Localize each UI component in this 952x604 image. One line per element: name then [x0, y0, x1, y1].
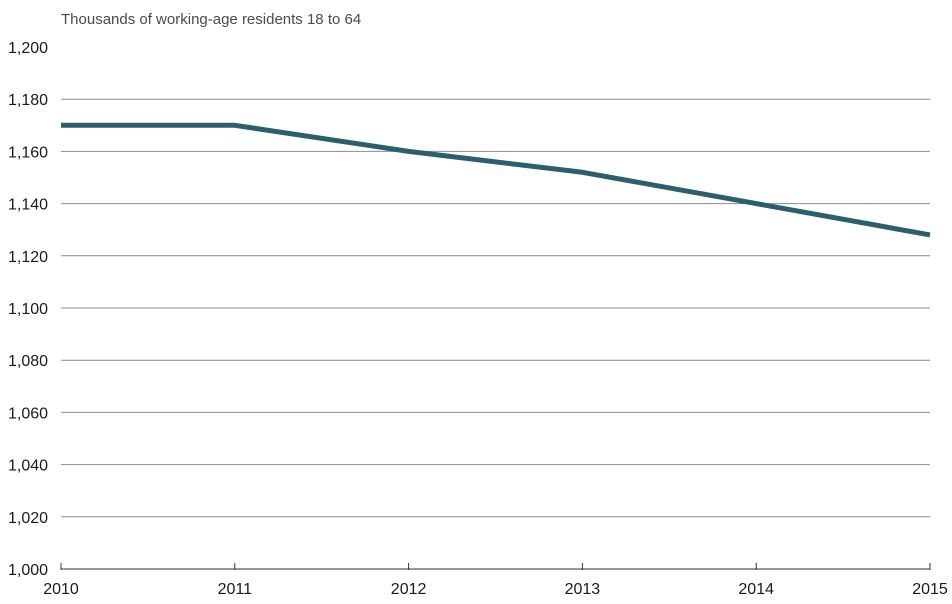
- y-tick-label: 1,020: [8, 510, 48, 527]
- y-tick-label: 1,100: [8, 301, 48, 318]
- y-tick-label: 1,200: [8, 40, 48, 57]
- y-tick-label: 1,140: [8, 197, 48, 214]
- grid-lines: [61, 98, 930, 518]
- y-tick-label: 1,120: [8, 249, 48, 266]
- y-tick-label: 1,080: [8, 353, 48, 370]
- series-layer: [60, 122, 931, 238]
- chart-title: Thousands of working-age residents 18 to…: [61, 11, 361, 28]
- y-tick-label: 1,060: [8, 405, 48, 422]
- y-tick-label: 1,040: [8, 458, 48, 475]
- x-tick-label: 2011: [218, 581, 253, 598]
- x-axis: 2010 2011 2012 2013 2014 2015: [43, 563, 948, 598]
- y-tick-label: 1,000: [8, 562, 48, 579]
- x-tick-label: 2013: [565, 581, 601, 598]
- y-tick-label: 1,180: [8, 92, 48, 109]
- y-axis: 1,000 1,020 1,040 1,060 1,080 1,100 1,120 1,140…: [8, 40, 48, 579]
- x-tick-label: 2015: [912, 581, 948, 598]
- series-line: [61, 122, 931, 238]
- x-tick-label: 2012: [391, 581, 427, 598]
- y-tick-label: 1,160: [8, 144, 48, 161]
- x-tick-label: 2014: [738, 581, 774, 598]
- x-tick-label: 2010: [43, 581, 79, 598]
